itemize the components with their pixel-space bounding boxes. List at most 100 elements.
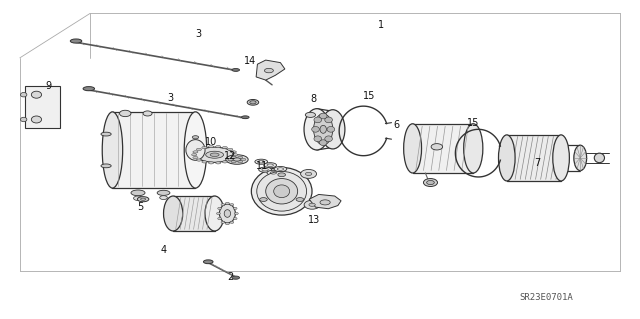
Ellipse shape [305,172,312,175]
Ellipse shape [101,132,111,136]
Ellipse shape [314,136,322,142]
Ellipse shape [260,197,268,201]
Ellipse shape [301,169,317,178]
Polygon shape [309,195,341,209]
Ellipse shape [230,221,234,223]
Ellipse shape [120,110,131,117]
Ellipse shape [267,170,280,175]
Bar [173,196,214,231]
Ellipse shape [218,207,221,210]
Text: 1: 1 [378,19,384,30]
Ellipse shape [304,109,330,150]
Text: 11: 11 [257,161,269,171]
Ellipse shape [321,110,345,149]
Ellipse shape [464,124,483,173]
Text: 12: 12 [225,151,237,161]
Ellipse shape [304,200,320,209]
Ellipse shape [252,167,312,215]
Ellipse shape [234,212,238,215]
Ellipse shape [101,164,111,168]
Ellipse shape [196,148,202,151]
Text: 14: 14 [244,56,256,66]
Text: 2: 2 [227,272,234,282]
Ellipse shape [228,159,233,161]
Ellipse shape [196,147,233,162]
Ellipse shape [228,148,233,151]
Ellipse shape [232,276,239,279]
Ellipse shape [553,135,570,181]
Text: 15: 15 [363,91,376,101]
Ellipse shape [160,196,168,199]
Text: 6: 6 [394,120,400,130]
Ellipse shape [574,145,587,171]
Ellipse shape [226,155,248,164]
Polygon shape [256,60,285,80]
Ellipse shape [231,160,236,163]
Text: 7: 7 [534,158,540,168]
Ellipse shape [83,86,95,91]
Ellipse shape [216,145,221,148]
Ellipse shape [241,159,246,160]
Ellipse shape [204,260,213,264]
Ellipse shape [193,156,198,159]
Ellipse shape [257,171,307,211]
Ellipse shape [250,101,256,104]
Bar [507,135,561,181]
Ellipse shape [221,221,225,223]
Ellipse shape [266,179,298,204]
Text: 5: 5 [137,202,143,212]
Text: 10: 10 [205,137,218,147]
Text: 3: 3 [196,29,202,39]
Ellipse shape [20,93,27,97]
Bar [113,112,195,188]
Ellipse shape [193,151,198,153]
Ellipse shape [70,39,82,43]
Ellipse shape [264,68,273,73]
Text: 8: 8 [310,94,317,104]
Ellipse shape [186,140,205,160]
Ellipse shape [305,112,316,117]
Ellipse shape [184,112,207,188]
Ellipse shape [274,167,287,172]
Ellipse shape [134,196,143,200]
Ellipse shape [274,185,290,197]
Ellipse shape [404,124,422,173]
Ellipse shape [232,69,239,71]
Ellipse shape [278,173,285,177]
Ellipse shape [233,158,241,161]
Ellipse shape [231,156,236,159]
Ellipse shape [143,111,152,116]
Ellipse shape [314,117,322,123]
Ellipse shape [220,204,236,223]
Bar [25,86,60,128]
Ellipse shape [228,159,233,160]
Ellipse shape [222,146,227,149]
Ellipse shape [427,181,435,185]
Ellipse shape [209,162,214,164]
Ellipse shape [209,145,214,148]
Ellipse shape [196,159,202,161]
Ellipse shape [157,190,170,196]
Ellipse shape [231,156,236,159]
Ellipse shape [264,163,276,168]
Ellipse shape [31,91,42,98]
Text: 13: 13 [307,215,320,225]
Ellipse shape [233,207,237,210]
Text: SR23E0701A: SR23E0701A [520,293,573,302]
Ellipse shape [324,136,332,142]
Ellipse shape [309,203,316,206]
Ellipse shape [221,204,225,206]
Ellipse shape [237,156,243,159]
Ellipse shape [499,135,515,181]
Ellipse shape [595,153,605,163]
Ellipse shape [237,160,243,163]
Ellipse shape [233,218,237,220]
Ellipse shape [205,196,224,231]
Ellipse shape [320,125,326,133]
Ellipse shape [255,159,268,164]
Ellipse shape [431,144,443,150]
Ellipse shape [241,116,249,119]
Ellipse shape [202,146,207,149]
Ellipse shape [319,113,327,119]
Ellipse shape [231,151,236,153]
